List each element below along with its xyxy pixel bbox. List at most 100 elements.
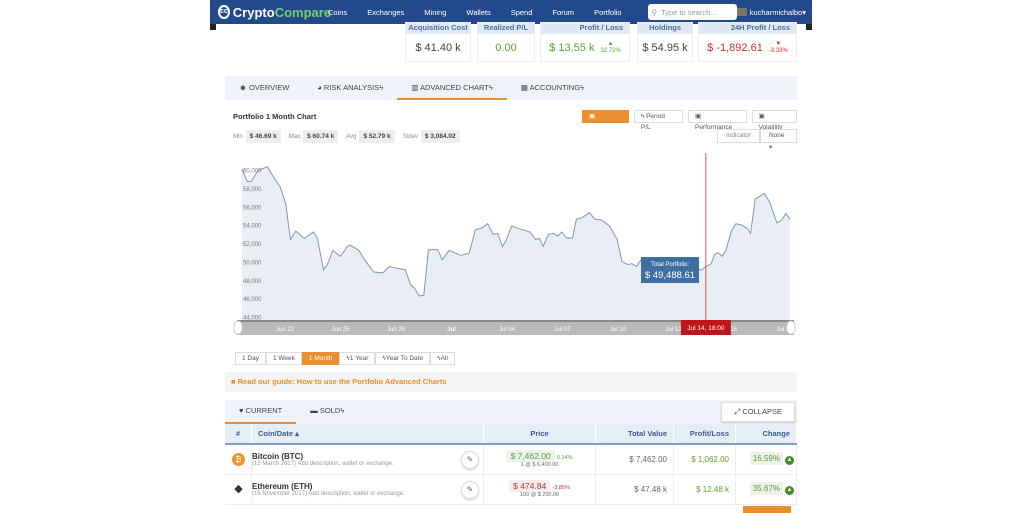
y-tick-label: 50,000 (243, 260, 262, 266)
navigator-handle-right (786, 320, 796, 335)
chart-mode-buttons: ▣ Holdings ϟ Period P/L ▣ Performance ▣ … (582, 110, 797, 131)
x-tick-label: Jul (447, 327, 456, 333)
x-tick-label: Jun 28 (387, 327, 406, 333)
tooltip (641, 257, 699, 283)
nav-portfolio[interactable]: Portfolio (594, 7, 622, 17)
navigator-handle-left (233, 320, 243, 335)
stat-realized-pl: Realized P/L 0.00 (477, 22, 535, 62)
edit-button[interactable]: ✎ (461, 480, 479, 499)
indicator-dropdown[interactable]: None ▾ (759, 129, 797, 151)
collapse-button[interactable]: ⤢ COLLAPSE (721, 402, 795, 422)
tab-current[interactable]: ♥ CURRENT (225, 400, 297, 424)
arrow-up-circle-icon: ▲ (785, 485, 794, 495)
sort-up-icon: ▴ (295, 429, 299, 438)
range-1-month[interactable]: 1 Month (301, 352, 340, 365)
area-chart-icon: ▣ (758, 113, 765, 120)
x-tick-label: Jun 22 (276, 327, 295, 333)
nav-mining[interactable]: Mining (424, 7, 447, 17)
mode-performance-button[interactable]: ▣ Performance (687, 110, 747, 131)
holdings-table: # Coin/Date ▴ Price Total Value Profit/L… (225, 424, 797, 505)
crosshair-label-bg (680, 320, 731, 335)
y-tick-label: 48,000 (243, 279, 262, 285)
arrow-up-circle-icon: ▲ (785, 455, 794, 465)
bar-chart-icon: ▥ (411, 83, 420, 92)
range-all[interactable]: ϟAll (430, 352, 455, 365)
mode-period-pl-button[interactable]: ϟ Period P/L (633, 110, 683, 131)
avatar (736, 8, 747, 16)
logo-icon: cc (218, 5, 230, 19)
tab-advanced-chart[interactable]: ▥ ADVANCED CHARTϟ (397, 76, 507, 100)
y-tick-label: 58,000 (243, 187, 262, 193)
corner-decoration (210, 24, 216, 30)
user-menu[interactable]: kucharmichalbo ▾ (736, 7, 806, 17)
tab-risk-analysis[interactable]: ◕ RISK ANALYSISϟ (317, 83, 384, 92)
bolt-icon: ϟ (580, 83, 585, 92)
x-tick-label: Jul 19 (776, 327, 793, 333)
x-tick-label: Jul 13 (665, 327, 682, 333)
tab-accounting[interactable]: ▦ ACCOUNTINGϟ (520, 83, 585, 92)
tab-overview[interactable]: ☻ OVERVIEW (239, 83, 290, 92)
y-tick-label: 46,000 (243, 297, 262, 303)
chart-area (241, 166, 790, 320)
coin-date-header[interactable]: Coin/Date ▴ (251, 424, 484, 445)
table-row[interactable]: ◆ Ethereum (ETH) (16 November 2017) Add d… (225, 474, 797, 505)
table-row[interactable]: ₿ Bitcoin (BTC) (15 March 2017) Add descr… (225, 444, 797, 475)
mode-volatility-button[interactable]: ▣ Volatility (751, 110, 797, 131)
navigator-top (237, 320, 794, 322)
corner-decoration (806, 24, 812, 30)
calculator-icon: ▦ (520, 83, 530, 92)
nav-wallets[interactable]: Wallets (466, 7, 491, 17)
x-tick-label: Jul 07 (554, 327, 571, 333)
nav-forum[interactable]: Forum (552, 7, 575, 17)
bolt-icon: ϟ (640, 113, 647, 120)
holdings-tabs: ♥ CURRENT ▬ SOLDϟ ⤢ COLLAPSE (225, 400, 797, 424)
stat-24h-profit-loss: 24H Profit / Loss $ -1,892.61 ▼ -3.33% (698, 22, 797, 62)
nav-exchanges[interactable]: Exchanges (367, 7, 405, 17)
book-icon: ■ (231, 377, 238, 386)
bolt-icon: ϟ (488, 83, 493, 92)
caret-down-icon: ▾ (802, 7, 806, 17)
y-tick-label: 54,000 (243, 224, 262, 230)
tooltip-value: $ 49,488.61 (645, 270, 695, 281)
heart-icon: ♥ (239, 406, 246, 415)
edit-button[interactable]: ✎ (461, 451, 479, 469)
range-1-year[interactable]: ϟ1 Year (339, 352, 376, 365)
mode-holdings-button[interactable]: ▣ Holdings (582, 110, 629, 131)
action-button[interactable] (743, 506, 791, 513)
search-input[interactable]: ⚲ Type to search... (647, 4, 737, 20)
nav-spend[interactable]: Spend (510, 7, 533, 17)
bolt-icon: ϟ (346, 355, 350, 362)
navigator (237, 320, 794, 335)
nav-coins[interactable]: Coins (328, 7, 348, 17)
arrow-down-icon: ▼ (775, 41, 782, 48)
bolt-icon: ϟ (379, 83, 384, 92)
caret-down-icon: ▾ (768, 144, 773, 151)
x-tick-label: Jul 10 (610, 327, 627, 333)
portfolio-tabs: ☻ OVERVIEW ◕ RISK ANALYSISϟ ▥ ADVANCED C… (225, 76, 797, 100)
stdev-value: $ 3,084.02 (420, 130, 460, 143)
logo[interactable]: cc Crypto Compare (218, 4, 332, 20)
compress-icon: ⤢ (734, 407, 743, 416)
range-year-to-date[interactable]: ϟYear To Date (375, 352, 431, 365)
crosshair-label: Jul 14, 18:00 (687, 325, 725, 332)
users-icon: ☻ (239, 83, 249, 92)
bolt-icon: ϟ (340, 406, 345, 415)
stat-acquisition-cost: Acquisition Cost $ 41.40 k (405, 22, 471, 62)
ethereum-icon: ◆ (234, 482, 243, 495)
range-1-day[interactable]: 1 Day (235, 352, 266, 365)
guide-link[interactable]: ■ Read our guide: How to use the Portfol… (225, 372, 797, 392)
bolt-icon: ϟ (437, 355, 441, 362)
tab-sold[interactable]: ▬ SOLDϟ (310, 406, 345, 415)
top-nav: cc Crypto Compare Coins Exchanges Mining W… (210, 0, 812, 24)
range-buttons: 1 Day 1 Week 1 Month ϟ1 Year ϟYear To Da… (235, 352, 455, 365)
bitcoin-icon: ₿ (232, 452, 245, 466)
x-tick-label: Jun 25 (331, 327, 350, 333)
x-tick-label: Jul 04 (499, 327, 516, 333)
y-tick-label: 60,000 (243, 169, 262, 175)
minus-icon: ▬ (310, 406, 320, 415)
max-value: $ 60.74 k (303, 130, 339, 143)
range-1-week[interactable]: 1 Week (265, 352, 302, 365)
tooltip-title: Total Portfolio: (651, 262, 689, 268)
y-tick-label: 44,000 (243, 316, 262, 322)
